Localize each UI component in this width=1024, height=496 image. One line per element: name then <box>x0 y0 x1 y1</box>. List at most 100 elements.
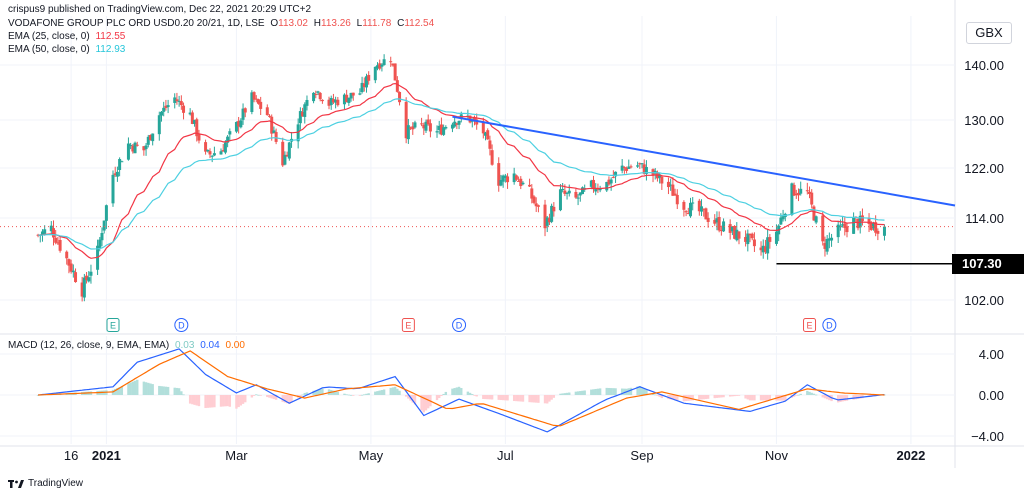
candle-body <box>576 197 580 199</box>
candle-body <box>717 217 721 231</box>
candle-body <box>146 136 150 145</box>
ohlc-legend: VODAFONE GROUP PLC ORD USD0.20 20/21, 1D… <box>8 18 437 30</box>
macd-histogram-bar <box>453 388 456 395</box>
time-tick-label: Jul <box>497 448 514 463</box>
candle-body <box>157 115 161 135</box>
macd-histogram-bar <box>318 389 322 395</box>
macd-histogram-bar <box>733 395 736 397</box>
candle-body <box>823 243 827 249</box>
candle-body <box>640 163 644 165</box>
candle-body <box>821 215 825 242</box>
high-value: 113.26 <box>321 18 351 29</box>
macd-histogram-bar <box>605 387 608 395</box>
macd-histogram-bar <box>252 395 256 396</box>
grid <box>0 0 1024 468</box>
macd-histogram-bar <box>620 388 624 395</box>
candle-body <box>373 66 377 81</box>
candle-body <box>534 203 538 207</box>
macd-histogram-bar <box>440 395 443 397</box>
candle-body <box>609 179 613 184</box>
macd-histogram-bar <box>629 387 633 395</box>
macd-histogram-bar <box>839 395 842 402</box>
macd-histogram-bar <box>565 392 569 395</box>
candle-body <box>876 230 880 234</box>
ema50-line <box>38 98 885 250</box>
macd-histogram-bar <box>144 382 148 395</box>
candle-body <box>69 263 73 272</box>
macd-tick-label: 0.00 <box>979 388 1004 403</box>
macd-histogram-bar <box>268 395 271 398</box>
candle-body <box>345 94 349 103</box>
macd-histogram-bar <box>845 395 849 401</box>
macd-histogram-bar <box>376 391 379 395</box>
macd-histogram-bar <box>133 380 137 395</box>
macd-histogram-bar <box>671 395 675 400</box>
dividend-marker-icon <box>452 318 467 332</box>
macd-histogram-bar <box>814 394 818 396</box>
macd-histogram-bar <box>759 395 763 401</box>
candle-body <box>598 188 602 191</box>
candle-body <box>702 208 706 210</box>
time-tick-label: 2022 <box>896 448 925 463</box>
ema50-value: 112.93 <box>95 44 126 55</box>
candle-body <box>349 92 353 99</box>
macd-histogram-bar <box>239 395 243 406</box>
candle-body <box>697 200 701 212</box>
candle-body <box>301 111 305 117</box>
event-marker-label: E <box>807 321 813 331</box>
macd-histogram-bar <box>497 395 500 400</box>
macd-histogram-bar <box>244 395 247 403</box>
macd-histogram-bar <box>636 386 639 395</box>
event-marker-label: D <box>826 321 833 331</box>
macd-label: MACD (12, 26, close, 9, EMA, EMA) <box>8 340 170 351</box>
macd-histogram-bar <box>195 395 198 406</box>
candle-body <box>497 163 501 186</box>
macd-histogram-bar <box>856 395 860 399</box>
candle-body <box>316 91 320 93</box>
candle-body <box>426 119 430 125</box>
macd-histogram-bar <box>806 390 809 395</box>
candle-body <box>256 99 260 104</box>
candle-body <box>499 180 503 186</box>
candle-body <box>713 219 717 224</box>
candle-body <box>413 122 417 128</box>
macd-histogram-bar <box>713 395 716 399</box>
macd-histogram-bar <box>852 395 855 400</box>
publish-credit: crispus9 published on TradingView.com, D… <box>8 4 312 15</box>
macd-histogram-bar <box>241 395 245 404</box>
macd-histogram-bar <box>490 395 494 400</box>
earnings-marker-icon <box>803 318 817 332</box>
candle-body <box>252 92 256 100</box>
macd-histogram-bar <box>206 395 209 408</box>
candle-body <box>424 121 428 131</box>
macd-histogram-bar <box>731 395 734 397</box>
candle-body <box>561 188 565 190</box>
time-tick-label: Nov <box>765 448 789 463</box>
support-price-label: 107.30 <box>952 254 1024 274</box>
macd-histogram-bar <box>702 395 705 400</box>
macd-histogram-bar <box>473 395 476 396</box>
candle-body <box>318 92 322 100</box>
macd-histogram-bar <box>114 388 117 395</box>
candle-body <box>552 206 556 212</box>
macd-histogram-bar <box>812 393 816 395</box>
candle-body <box>364 76 368 88</box>
macd-histogram-bar <box>576 391 580 395</box>
macd-histogram-bar <box>501 395 505 401</box>
macd-histogram-bar <box>669 395 672 400</box>
candle-body <box>614 171 618 177</box>
currency-button[interactable]: GBX <box>966 22 1012 44</box>
candle-body <box>314 93 318 95</box>
macd-histogram-bar <box>614 388 617 395</box>
macd-histogram-bar <box>548 395 551 402</box>
candle-body <box>706 217 710 222</box>
candle-body <box>237 120 241 127</box>
candle-body <box>536 205 540 207</box>
candle-body <box>457 120 461 125</box>
candle-body <box>36 234 40 236</box>
macd-histogram-bar <box>737 395 741 396</box>
ema50-legend: EMA (50, close, 0) 112.93 <box>8 44 128 56</box>
candle-body <box>869 223 873 230</box>
candle-body <box>686 213 690 215</box>
